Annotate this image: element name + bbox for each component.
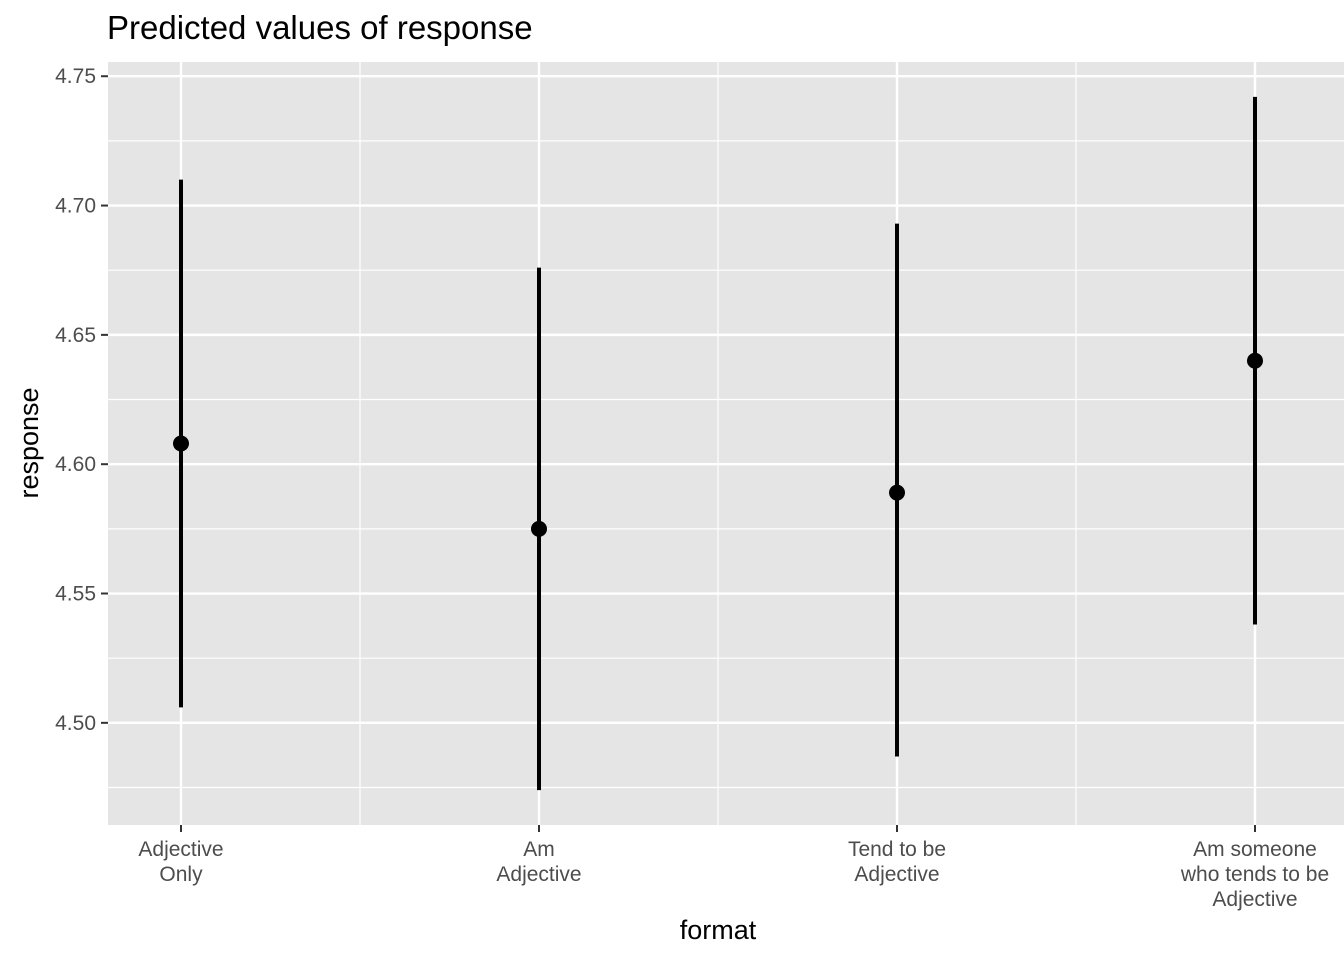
y-axis-title: response (14, 387, 44, 498)
x-tick-label-line: Tend to be (848, 838, 946, 861)
y-tick-label: 4.55 (55, 583, 96, 606)
y-tick-label: 4.60 (55, 453, 96, 476)
chart-title: Predicted values of response (107, 9, 533, 46)
data-point (531, 520, 547, 537)
x-axis-title: format (680, 915, 757, 945)
y-tick-label: 4.70 (55, 195, 96, 218)
data-point (889, 484, 905, 501)
x-tick-label: Adjective Only (138, 838, 223, 886)
x-tick-label-line: Adjective (496, 863, 581, 886)
x-tick-label: Tend to be Adjective (848, 838, 946, 886)
plot-panel (108, 62, 1344, 825)
x-tick-label: Am someone who tends to be Adjective (1180, 838, 1329, 911)
data-point (173, 435, 189, 452)
data-marks (173, 96, 1263, 791)
x-tick-label-line: who tends to be (1180, 863, 1329, 886)
y-axis: 4.50 4.55 4.60 4.65 4.70 4.75 (55, 65, 108, 735)
x-tick-label-line: Am (523, 838, 555, 861)
data-point (1247, 352, 1263, 369)
y-tick-label: 4.75 (55, 65, 96, 88)
x-tick-label-line: Adjective (1212, 888, 1297, 911)
x-tick-label-line: Adjective (854, 863, 939, 886)
y-tick-label: 4.65 (55, 324, 96, 347)
x-tick-label-line: Adjective (138, 838, 223, 861)
x-tick-label-line: Only (159, 863, 203, 886)
x-tick-label: Am Adjective (496, 838, 581, 886)
minor-gridlines (108, 62, 1344, 825)
x-tick-label-line: Am someone (1193, 838, 1317, 861)
y-tick-label: 4.50 (55, 712, 96, 735)
